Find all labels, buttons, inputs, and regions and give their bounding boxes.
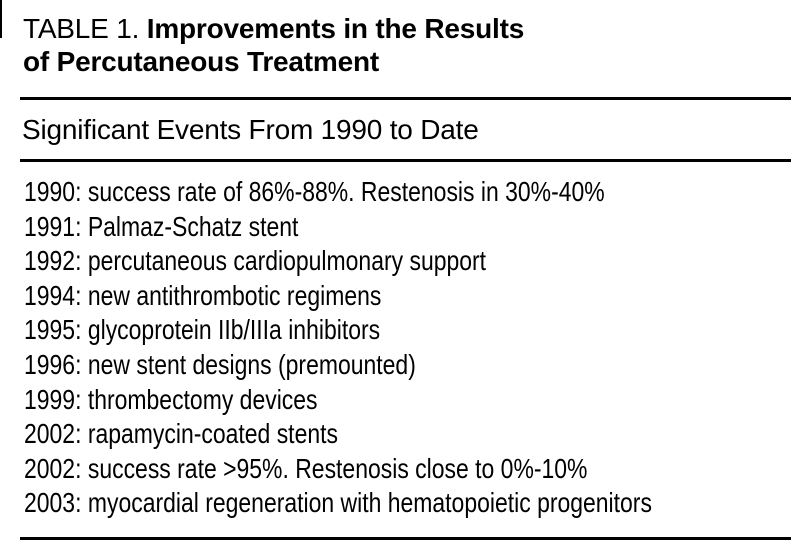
table-row: 1990: success rate of 86%-88%. Restenosi… (24, 176, 605, 207)
table-row: 2003: myocardial regeneration with hemat… (24, 487, 652, 519)
table-title-line2: of Percutaneous Treatment (23, 46, 379, 77)
divider-top (20, 97, 791, 100)
table-row: 1999: thrombectomy devices (24, 383, 318, 415)
table-row: 1992: percutaneous cardiopulmonary suppo… (24, 245, 487, 277)
events-list: 1990: success rate of 86%-88%. Restenosi… (24, 175, 790, 521)
table-label: TABLE 1. (23, 13, 140, 44)
table-title-line1: Improvements in the Results (146, 13, 525, 44)
divider-bottom (20, 537, 791, 540)
table-subtitle: Significant Events From 1990 to Date (22, 114, 479, 145)
table-title: TABLE 1. Improvements in the Results of … (23, 12, 524, 78)
table-row: 1996: new stent designs (premounted) (24, 348, 416, 380)
table-row: 1994: new antithrombotic regimens (24, 279, 382, 311)
table-row: 1995: glycoprotein IIb/IIIa inhibitors (24, 314, 381, 346)
scan-edge-artifact (0, 0, 2, 38)
table-row: 2002: success rate >95%. Restenosis clos… (24, 452, 588, 484)
table-row: 1991: Palmaz-Schatz stent (24, 210, 299, 242)
table-row: 2002: rapamycin-coated stents (24, 418, 338, 450)
divider-middle (20, 159, 791, 162)
